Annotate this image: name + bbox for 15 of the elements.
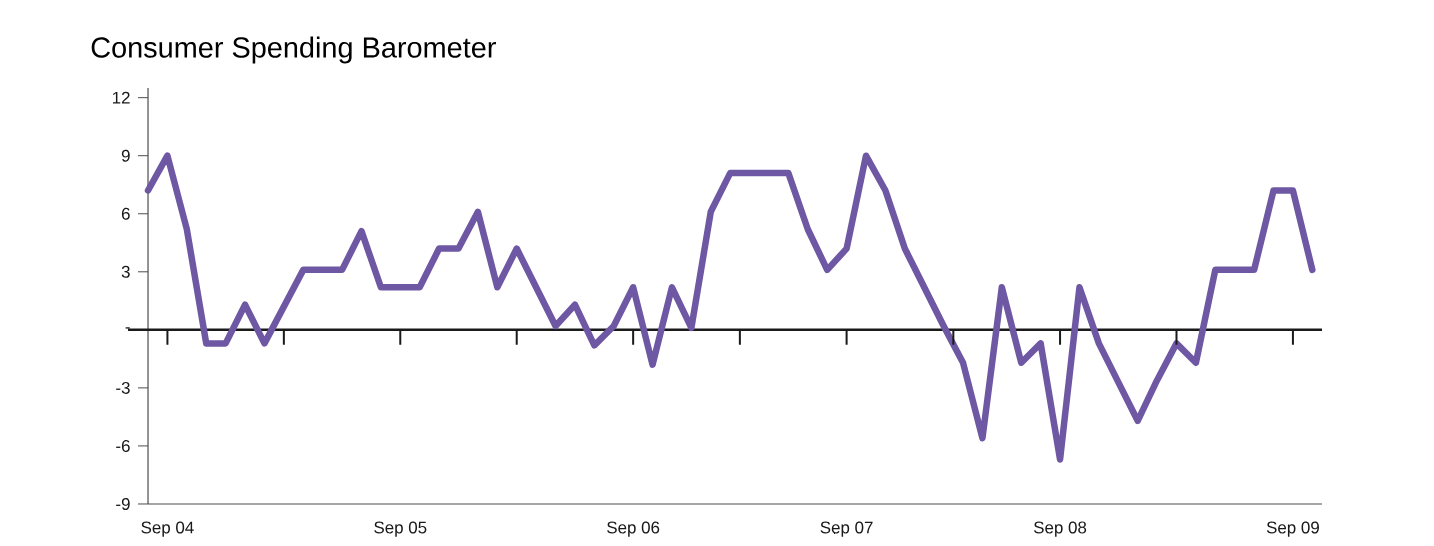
chart-title: Consumer Spending Barometer [91,36,496,64]
y-tick-label: 6 [121,207,130,220]
x-tick-label: Sep 09 [1266,521,1319,537]
y-tick-label: 3 [121,265,130,278]
y-tick-label: - [125,327,130,329]
y-tick-label: -6 [116,439,130,452]
x-tick-label: Sep 05 [374,521,427,537]
y-tick-label: 12 [112,91,130,104]
x-tick-label: Sep 06 [607,521,660,537]
x-tick-label: Sep 04 [141,521,194,537]
x-tick-label: Sep 08 [1033,521,1087,537]
y-tick-label: -3 [116,381,130,394]
y-tick-label: 9 [121,149,130,162]
x-tick-label: Sep 07 [820,521,873,537]
y-tick-label: -9 [116,497,130,510]
